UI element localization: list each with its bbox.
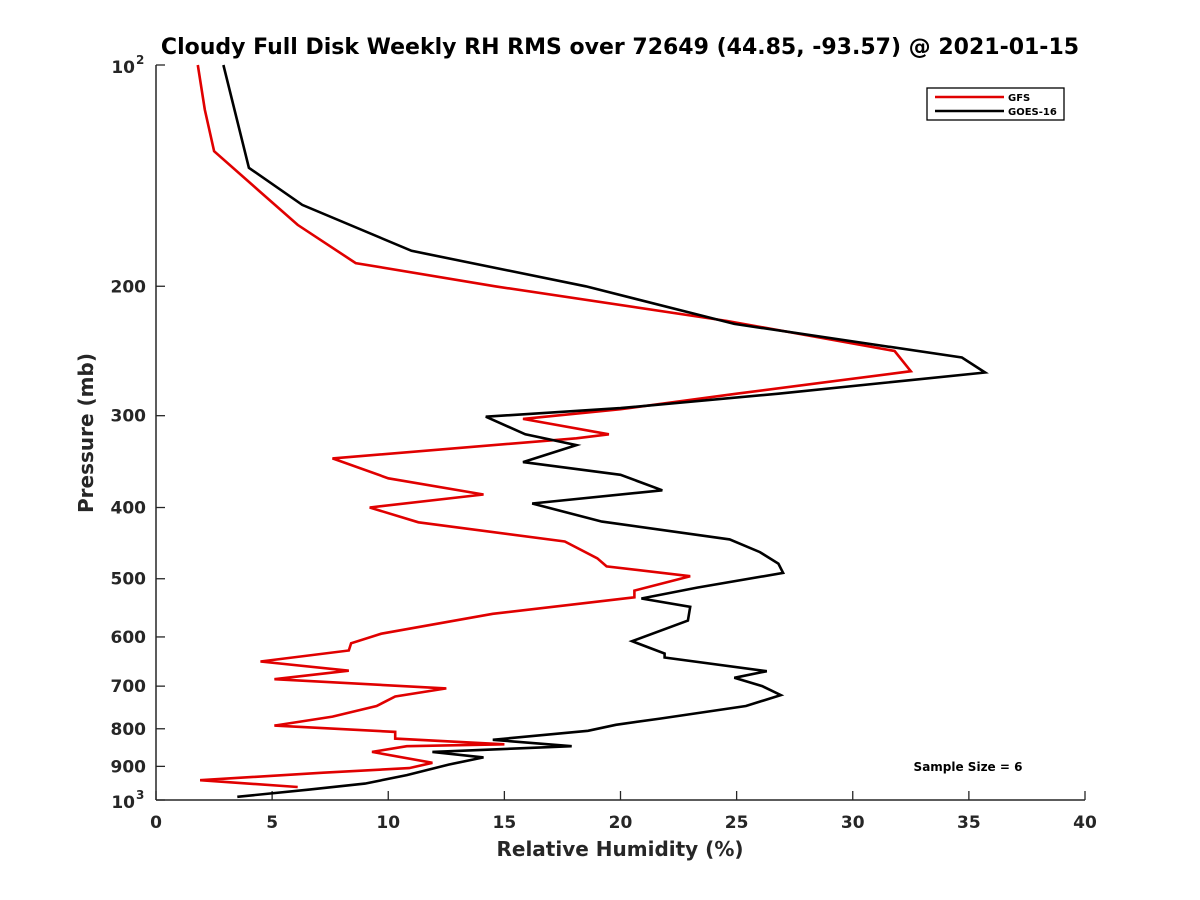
y-axis-label: Pressure (mb) — [74, 353, 98, 513]
y-tick-label-power: 10 3 — [111, 788, 144, 813]
y-tick-label: 700 — [111, 677, 147, 697]
y-tick-label-base: 10 — [111, 793, 135, 813]
series-line-goes16 — [222, 64, 989, 799]
y-tick-label: 200 — [111, 277, 147, 297]
legend-label-gfs: GFS — [1008, 93, 1030, 104]
y-tick-label: 600 — [111, 628, 147, 648]
sample-size-annotation: Sample Size = 6 — [914, 760, 1023, 774]
y-tick-label: 800 — [111, 720, 147, 740]
x-axis-label: Relative Humidity (%) — [496, 837, 743, 861]
y-tick-label-exponent: 2 — [136, 53, 144, 67]
legend: GFS GOES-16 — [926, 87, 1065, 121]
y-tick-label-power: 10 2 — [111, 53, 144, 78]
y-tick-label: 500 — [111, 570, 147, 590]
x-tick-label: 10 — [376, 813, 400, 833]
x-tick-label: 25 — [725, 813, 749, 833]
x-tick-label: 0 — [150, 813, 162, 833]
series-layer — [196, 64, 989, 799]
legend-label-goes16: GOES-16 — [1008, 107, 1057, 118]
legend-box — [926, 87, 1065, 121]
y-tick-label: 900 — [111, 757, 147, 777]
x-tick-label: 15 — [493, 813, 517, 833]
x-tick-label: 30 — [841, 813, 865, 833]
y-tick-label: 300 — [111, 407, 147, 427]
y-tick-label-base: 10 — [111, 58, 135, 78]
y-tick-label-exponent: 3 — [136, 788, 144, 802]
chart-title: Cloudy Full Disk Weekly RH RMS over 7264… — [161, 35, 1079, 60]
x-tick-label: 5 — [266, 813, 278, 833]
x-tick-label: 35 — [957, 813, 981, 833]
series-line-gfs — [196, 64, 914, 789]
y-tick-label: 400 — [111, 499, 147, 519]
x-tick-label: 20 — [609, 813, 633, 833]
x-tick-label: 40 — [1073, 813, 1097, 833]
